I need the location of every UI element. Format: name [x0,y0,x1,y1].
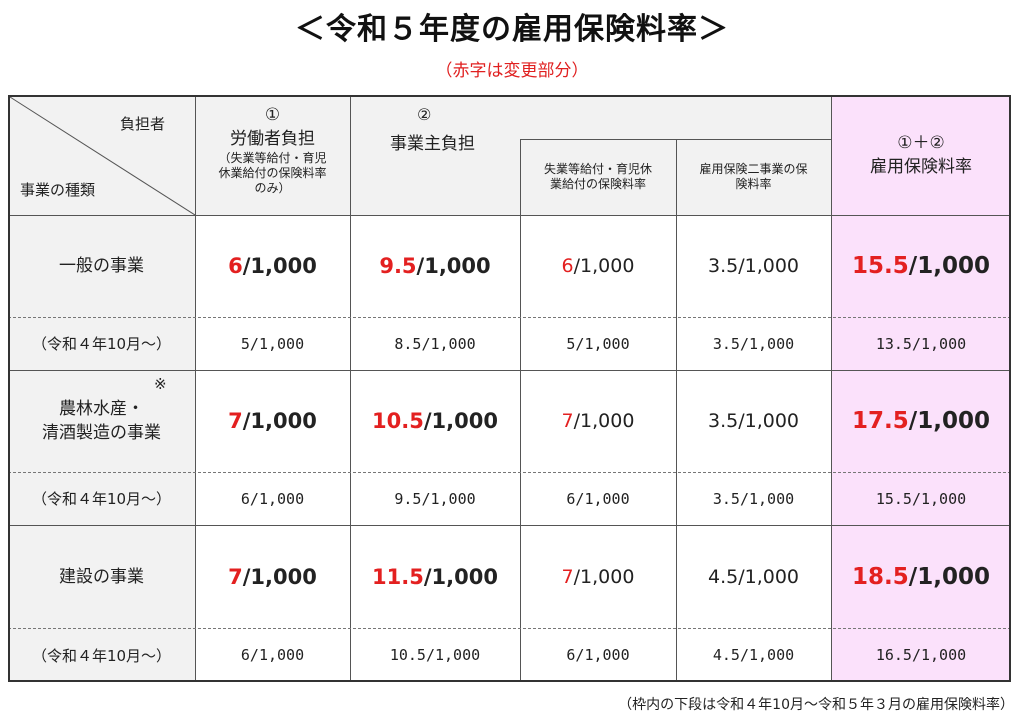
row-construction-sub2: 4.5/1,000 [707,565,799,588]
header-total-background [831,95,1011,215]
total-column-background [831,215,1011,682]
header-total-title: 雇用保険料率 [870,157,972,177]
row-construction-prev-worker: 6/1,000 [240,646,305,664]
insurance-rate-table: 負担者 事業の種類 ① 労働者負担 （失業等給付・育児休業給付の保険料率のみ） … [8,95,1011,682]
row-general-employer: 9.5/1,000 [379,254,491,278]
row-general-prev-total: 13.5/1,000 [875,334,967,353]
row-agri-sub2: 3.5/1,000 [707,410,799,432]
row-agri-prev-sub2: 3.5/1,000 [712,489,795,508]
row-general-sub1: 6/1,000 [561,255,635,277]
header-business-type-label: 事業の種類 [20,181,96,199]
row-agri-prev-label: （令和４年10月～） [31,490,172,508]
row-agri-prev-sub1: 6/1,000 [566,489,630,508]
row-general-total: 15.5/1,000 [852,253,990,279]
footnote: （枠内の下段は令和４年10月～令和５年３月の雇用保険料率） [618,697,1014,713]
row-construction-total: 18.5/1,000 [852,563,990,590]
row-agri-name-line2: 清酒製造の事業 [42,423,161,443]
row-agri-total: 17.5/1,000 [852,408,990,434]
row-agri-worker: 7/1,000 [228,409,317,433]
row-construction-prev-sub1: 6/1,000 [566,646,630,664]
row-agri-name: 農林水産・ 清酒製造の事業 [8,370,195,472]
row-label-background [8,215,195,682]
header-payer-label: 負担者 [120,115,166,133]
row-construction-sub1: 7/1,000 [561,565,635,588]
page-subtitle: （赤字は変更部分） [435,61,589,81]
page-title: ＜令和５年度の雇用保険料率＞ [295,12,729,47]
row-general-name: 一般の事業 [59,256,144,276]
row-construction-employer: 11.5/1,000 [372,564,498,589]
row-construction-prev-total: 16.5/1,000 [875,646,967,664]
row-construction-worker: 7/1,000 [228,564,317,589]
row-agri-employer: 10.5/1,000 [372,409,498,433]
row-construction-prev-sub2: 4.5/1,000 [712,646,795,664]
row-general-prev-employer: 8.5/1,000 [394,334,476,353]
row-general-prev-sub1: 5/1,000 [566,334,630,353]
row-agri-prev-worker: 6/1,000 [240,489,305,508]
header-employer-mark: ② [417,105,432,124]
row-general-prev-label: （令和４年10月～） [31,335,172,353]
row-general-sub2: 3.5/1,000 [707,255,799,277]
header-worker-mark: ① [264,105,281,125]
header-sub2: 雇用保険二事業の保険料率 [699,162,808,191]
row-general-worker: 6/1,000 [228,254,317,278]
header-worker-note: （失業等給付・育児休業給付の保険料率のみ） [218,151,327,195]
row-general-prev-sub2: 3.5/1,000 [712,334,795,353]
header-background [8,95,831,215]
header-sub1: 失業等給付・育児休業給付の保険料率 [543,162,652,191]
row-agri-name-line1: 農林水産・ [59,399,144,419]
row-general-prev-worker: 5/1,000 [240,334,305,353]
row-agri-prev-total: 15.5/1,000 [875,489,967,508]
row-construction-prev-employer: 10.5/1,000 [389,646,481,664]
header-worker: ① 労働者負担 （失業等給付・育児休業給付の保険料率のみ） [195,103,350,211]
row-agri-note-mark: ※ [154,375,167,393]
header-worker-title: 労働者負担 [230,129,315,149]
header-total-mark: ①＋② [897,133,945,153]
row-construction-prev-label: （令和４年10月～） [31,646,172,665]
row-agri-prev-employer: 9.5/1,000 [394,489,476,508]
header-diagonal [9,96,195,215]
row-construction-name: 建設の事業 [59,566,144,587]
row-agri-sub1: 7/1,000 [561,410,635,432]
header-total: ①＋② 雇用保険料率 [831,115,1011,195]
header-employer-title: 事業主負担 [390,134,475,154]
